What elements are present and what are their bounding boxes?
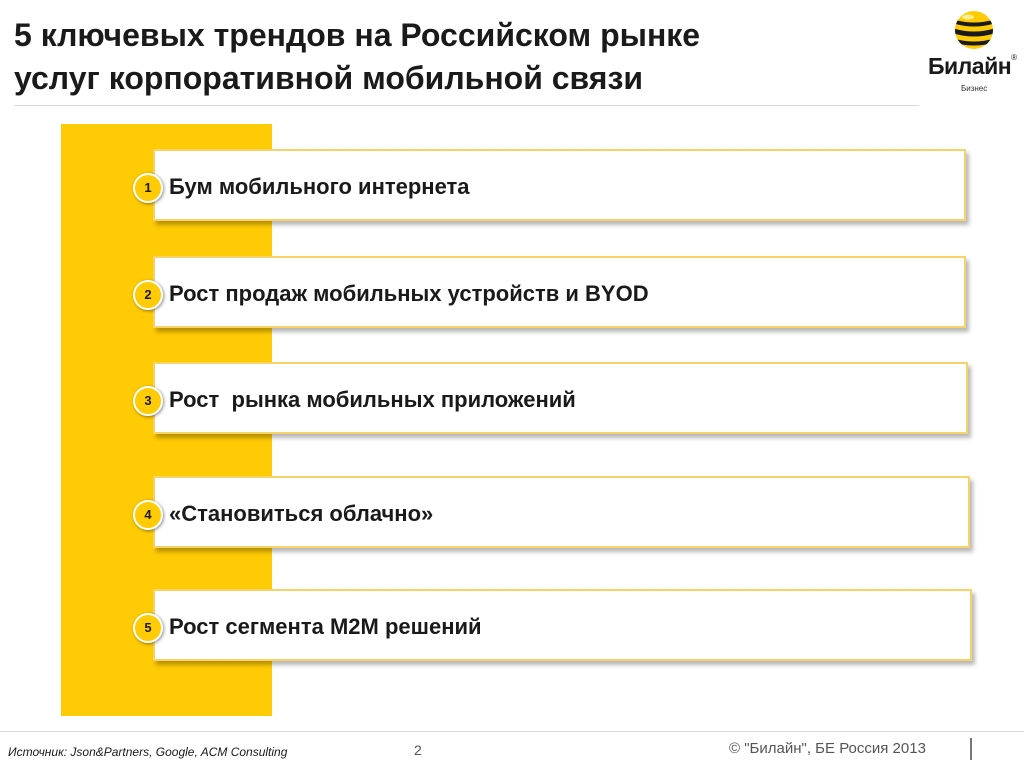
trend-card-3: Рост рынка мобильных приложений [153,362,968,434]
copyright-notice: © "Билайн", БЕ Россия 2013 [729,740,926,757]
trend-label: Рост рынка мобильных приложений [169,387,576,412]
trend-card-5: Рост сегмента M2M решений [153,589,972,661]
trend-label: «Становиться облачно» [169,501,434,526]
beeline-striped-ball-icon [955,11,993,49]
slide-title-line-2: услуг корпоративной мобильной связи [14,60,644,96]
trend-number-badge: 3 [133,386,163,416]
trend-card-2: Рост продаж мобильных устройств и BYOD [153,256,966,328]
slide-title: 5 ключевых трендов на Российском рынке у… [14,14,894,100]
title-divider [14,105,919,106]
copyright-divider [970,738,972,760]
trend-number-badge: 2 [133,280,163,310]
source-note: Источник: Json&Partners, Google, ACM Con… [8,745,288,759]
beeline-business-logo: Билайн® Бизнес [928,10,1018,102]
slide-title-line-1: 5 ключевых трендов на Российском рынке [14,17,701,53]
trend-card-4: «Становиться облачно» [153,476,970,548]
logo-wordmark: Билайн® [928,53,1020,80]
trend-card-1: Бум мобильного интернета [153,149,966,221]
trend-number-badge: 4 [133,500,163,530]
page-number: 2 [414,742,422,758]
trend-label: Рост сегмента M2M решений [169,614,482,639]
logo-brand-text: Билайн [928,53,1012,79]
logo-subtitle: Бизнес [961,84,988,93]
trend-number-badge: 1 [133,173,163,203]
logo-registered-mark: ® [1011,53,1017,62]
footer-divider [0,731,1024,732]
trend-number-badge: 5 [133,613,163,643]
trend-label: Бум мобильного интернета [169,174,470,199]
trend-label: Рост продаж мобильных устройств и BYOD [169,281,649,306]
